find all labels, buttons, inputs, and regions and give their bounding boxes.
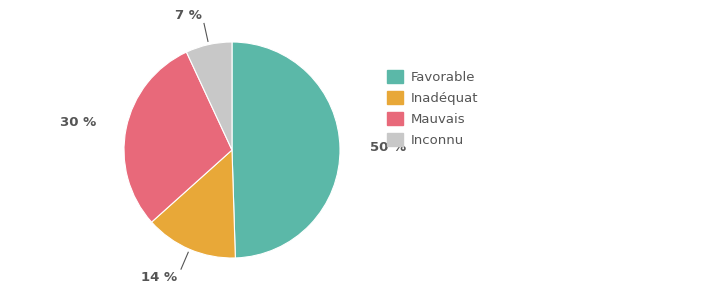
Wedge shape [232, 42, 340, 258]
Legend: Favorable, Inadéquat, Mauvais, Inconnu: Favorable, Inadéquat, Mauvais, Inconnu [387, 70, 478, 147]
Text: 50 %: 50 % [370, 141, 406, 154]
Wedge shape [124, 52, 232, 222]
Wedge shape [186, 42, 232, 150]
Wedge shape [152, 150, 236, 258]
Text: 14 %: 14 % [141, 271, 178, 284]
Text: 30 %: 30 % [60, 116, 96, 129]
Text: 7 %: 7 % [175, 8, 202, 22]
